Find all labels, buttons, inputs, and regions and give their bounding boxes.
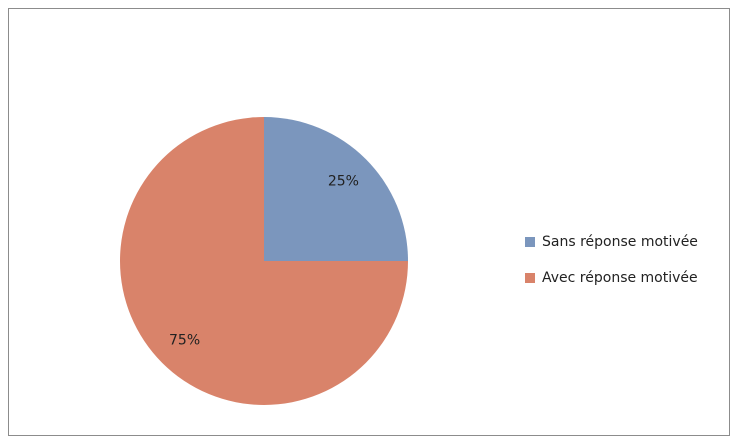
legend-swatch [525, 237, 535, 247]
pie-slice [120, 117, 408, 405]
pie-slice [264, 117, 408, 261]
data-label: 75% [169, 332, 200, 348]
legend-label: Sans réponse motivée [542, 234, 698, 250]
legend-label: Avec réponse motivée [542, 270, 698, 286]
legend-swatch [525, 273, 535, 283]
data-label: 25% [328, 174, 359, 190]
